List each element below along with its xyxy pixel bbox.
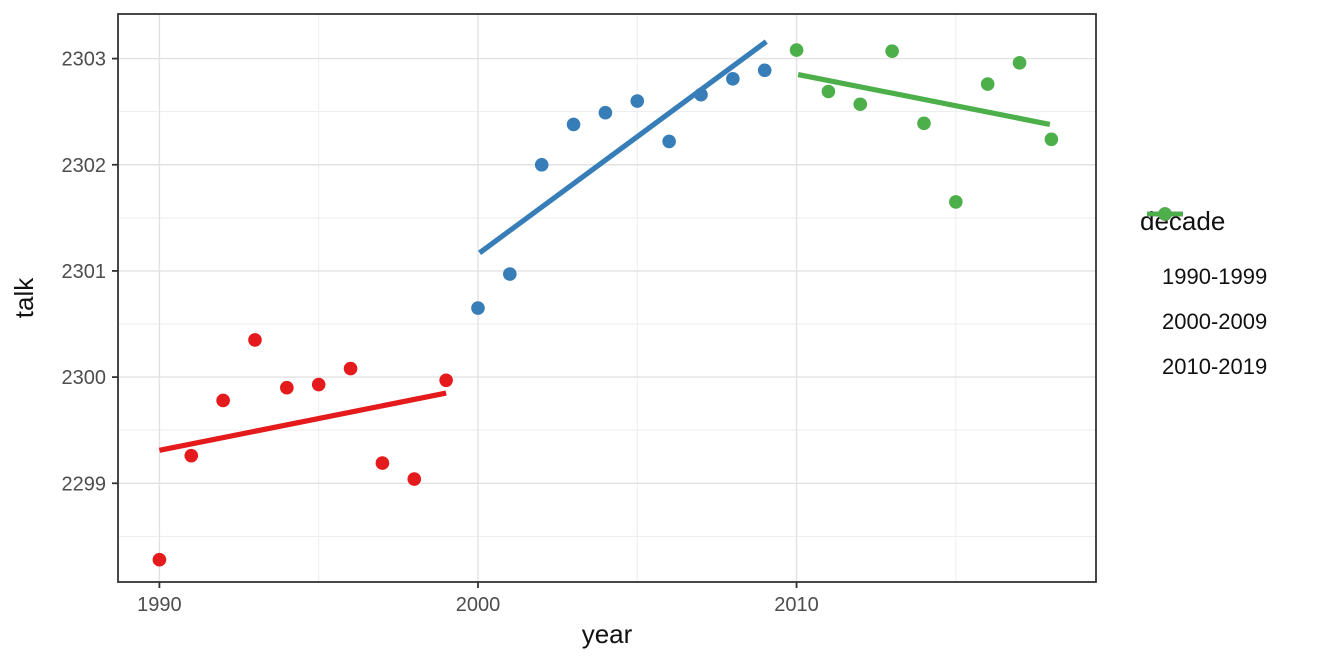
y-tick-label-2299: 2299 [62,473,107,495]
data-point-1990-1999-1993 [248,333,262,347]
data-point-1990-1999-1990 [152,552,167,567]
axis-layer: 1990 2000 2010 2299 2300 2301 2302 2303 [62,49,819,616]
legend-label: 2000-2009 [1162,308,1268,334]
x-tick-label-1990: 1990 [137,594,182,616]
data-point-2010-2019-2018 [1044,132,1059,147]
data-point-1990-1999-1998 [407,472,422,486]
data-point-2000-2009-2004 [598,105,613,120]
x-tick-label-2000: 2000 [456,594,501,616]
panel-border [117,13,1097,583]
legend-label: 2010-2019 [1162,353,1268,379]
legend-item-2010-2019: 2010-2019 [1140,207,1340,389]
data-point-1990-1999-1995 [311,377,326,392]
data-point-1990-1999-1997 [375,456,390,470]
data-point-2000-2009-2006 [662,134,676,149]
data-point-2010-2019-2016 [980,77,995,91]
x-tick-label-2010: 2010 [774,594,819,616]
legend: decade 1990-1999 2000-2009 2010-2019 [1140,206,1340,389]
legend-item-2000-2009: 2000-2009 [1140,207,1340,344]
y-tick-label-2301: 2301 [62,261,107,283]
data-point-1990-1999-1992 [216,393,230,408]
legend-label: 1990-1999 [1162,263,1268,289]
data-point-2000-2009-2000 [471,301,485,315]
data-point-2000-2009-2009 [757,63,772,78]
grid-layer [118,14,1096,582]
legend-key-icon [1147,207,1183,221]
data-point-1990-1999-1999 [439,373,453,388]
legend-title: decade [1140,206,1226,236]
y-tick-label-2303: 2303 [62,49,107,71]
data-point-2000-2009-2003 [566,117,581,132]
data-point-2000-2009-2002 [534,157,549,172]
legend-items: 1990-1999 2000-2009 2010-2019 [1140,207,1340,389]
data-point-2000-2009-2005 [630,94,645,108]
trend-line-2010-2019 [797,71,1051,127]
data-point-2000-2009-2001 [503,267,517,281]
panel-frame [117,13,1097,583]
data-layer [152,39,1059,567]
data-point-2010-2019-2015 [949,195,963,209]
x-axis-title: year [582,619,633,649]
y-tick-label-2300: 2300 [62,367,107,389]
data-point-1990-1999-1996 [343,361,358,376]
data-point-2010-2019-2012 [853,97,868,112]
trend-line-2000-2009 [478,39,768,255]
data-point-2010-2019-2013 [885,44,899,58]
trend-line-1990-1999 [158,390,447,453]
data-point-2000-2009-2008 [726,71,740,86]
legend-item-1990-1999: 1990-1999 [1140,207,1340,299]
y-tick-label-2302: 2302 [62,155,107,177]
data-point-1990-1999-1994 [280,380,294,395]
data-point-2010-2019-2011 [821,84,836,99]
data-point-1990-1999-1991 [184,448,199,463]
data-point-2010-2019-2010 [789,43,804,57]
data-point-2010-2019-2014 [917,116,931,131]
data-point-2010-2019-2017 [1012,56,1027,70]
y-axis-title: talk [9,277,39,318]
legend-key-point [1158,207,1172,221]
